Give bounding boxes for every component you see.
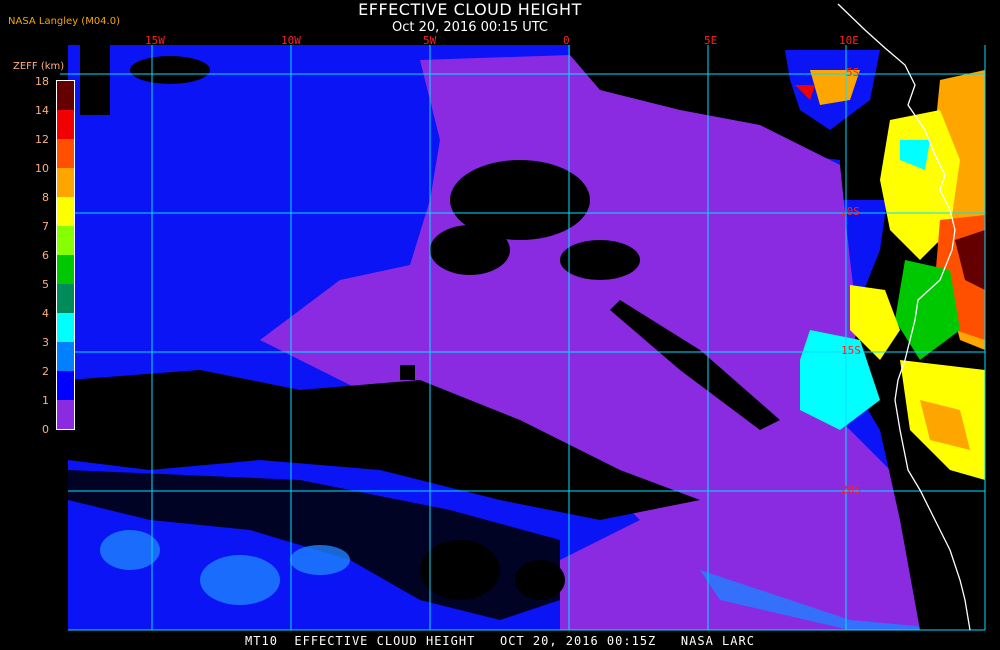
legend-tick-label: 12 — [35, 133, 49, 146]
lat-label-20s: 20S — [841, 483, 861, 496]
lat-label-15s: 15S — [841, 344, 861, 357]
legend-swatch — [57, 139, 74, 168]
clear-sky-patches — [68, 45, 985, 620]
legend-swatch — [57, 226, 74, 255]
lat-label-5s: 5S — [846, 66, 860, 79]
legend-swatch — [57, 313, 74, 342]
legend-swatch — [57, 81, 74, 110]
legend-tick-label: 0 — [42, 423, 49, 436]
legend-swatch — [57, 168, 74, 197]
lon-label-10e: 10E — [839, 34, 859, 47]
lon-label-5w: 5W — [423, 34, 437, 47]
legend-swatch — [57, 371, 74, 400]
legend-swatch — [57, 342, 74, 371]
lat-lon-grid — [60, 45, 986, 631]
legend-tick-label: 10 — [35, 162, 49, 175]
legend-tick-label: 6 — [42, 249, 49, 262]
legend-swatch — [57, 284, 74, 313]
lon-label-10w: 10W — [281, 34, 301, 47]
legend-tick-label: 2 — [42, 365, 49, 378]
lon-label-15w: 15W — [145, 34, 165, 47]
legend-swatch — [57, 110, 74, 139]
legend-tick-label: 8 — [42, 191, 49, 204]
legend-tick-label: 4 — [42, 307, 49, 320]
lon-label-5e: 5E — [704, 34, 718, 47]
legend-swatch — [57, 255, 74, 284]
lat-label-10s: 10S — [840, 205, 860, 218]
legend-title: ZEFF (km) — [13, 61, 65, 72]
legend-swatch — [57, 400, 74, 429]
legend-tick-label: 3 — [42, 336, 49, 349]
lon-label-0: 0 — [563, 34, 570, 47]
map-title: EFFECTIVE CLOUD HEIGHT — [358, 0, 582, 19]
clear-sky-north — [570, 45, 985, 200]
legend-swatch — [57, 197, 74, 226]
legend-tick-label: 14 — [35, 104, 49, 117]
continental-convection — [785, 50, 985, 630]
legend-tick-label: 1 — [42, 394, 49, 407]
legend-tick-label: 18 — [35, 75, 49, 88]
footer-caption: MT10 EFFECTIVE CLOUD HEIGHT OCT 20, 2016… — [245, 634, 755, 648]
stratocumulus-purple-region — [260, 55, 960, 630]
map-timestamp: Oct 20, 2016 00:15 UTC — [392, 20, 548, 35]
mid-cloud-patches — [100, 530, 960, 630]
color-scale-bar — [56, 80, 75, 430]
source-label: NASA Langley (M04.0) — [8, 16, 120, 27]
coastline — [837, 3, 971, 631]
legend-tick-label: 5 — [42, 278, 49, 291]
legend-tick-label: 7 — [42, 220, 49, 233]
